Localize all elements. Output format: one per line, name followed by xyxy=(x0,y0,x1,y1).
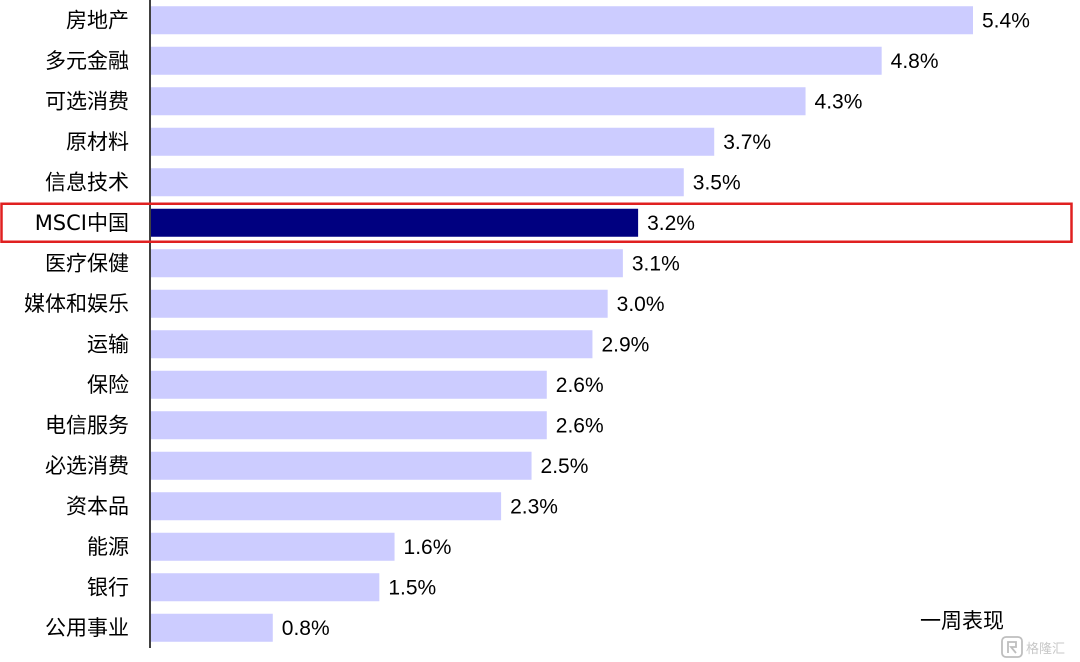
value-label: 2.3% xyxy=(510,495,558,518)
bars-layer xyxy=(151,6,973,642)
value-label: 1.5% xyxy=(388,576,436,599)
category-label: 公用事业 xyxy=(45,616,129,640)
category-label: 多元金融 xyxy=(45,49,129,73)
category-label: 资本品 xyxy=(66,494,129,518)
watermark: 格隆汇 xyxy=(1001,636,1065,658)
bar xyxy=(151,289,608,318)
value-label: 2.9% xyxy=(601,333,649,356)
category-label: 保险 xyxy=(87,373,129,397)
watermark-text: 格隆汇 xyxy=(1026,641,1065,657)
category-label: 原材料 xyxy=(66,130,129,154)
bar xyxy=(151,330,593,359)
bar xyxy=(151,370,547,399)
bar xyxy=(151,573,380,602)
bar xyxy=(151,249,623,278)
bar xyxy=(151,411,547,440)
category-label: 运输 xyxy=(87,332,129,356)
category-label: 能源 xyxy=(87,535,129,559)
value-label: 3.0% xyxy=(617,293,665,316)
value-label: 3.2% xyxy=(647,212,695,235)
value-label: 2.6% xyxy=(556,414,604,437)
bar xyxy=(151,492,502,521)
category-label: 信息技术 xyxy=(45,170,129,194)
category-label: 必选消费 xyxy=(45,454,129,478)
value-label: 3.7% xyxy=(723,131,771,154)
value-label: 1.6% xyxy=(404,536,452,559)
value-labels: 5.4% 4.8% 4.3% 3.7% 3.5% 3.2% 3.1% 3.0% 2.9% 2.6%… xyxy=(282,9,1030,640)
category-label: MSCI中国 xyxy=(35,211,129,235)
highlight-box xyxy=(0,202,1073,243)
category-label: 房地产 xyxy=(66,8,129,32)
bar xyxy=(151,532,395,561)
legend-label: 一周表现 xyxy=(920,609,1004,633)
category-label: 电信服务 xyxy=(45,413,129,437)
value-label: 4.8% xyxy=(891,50,939,73)
bar xyxy=(151,6,973,35)
bar-highlight xyxy=(151,208,639,237)
category-label: 银行 xyxy=(87,575,129,599)
value-label: 3.5% xyxy=(693,171,741,194)
bar xyxy=(151,451,532,480)
category-label: 可选消费 xyxy=(45,89,129,113)
value-label: 4.3% xyxy=(815,90,863,113)
value-label: 2.5% xyxy=(541,455,589,478)
bar xyxy=(151,127,715,156)
value-label: 3.1% xyxy=(632,252,680,275)
bar xyxy=(151,46,882,75)
bar xyxy=(151,168,684,197)
category-label: 医疗保健 xyxy=(45,251,129,275)
value-label: 2.6% xyxy=(556,374,604,397)
bar xyxy=(151,87,806,116)
category-label: 媒体和娱乐 xyxy=(24,292,129,316)
value-label: 0.8% xyxy=(282,617,330,640)
value-label: 5.4% xyxy=(982,9,1030,32)
bar xyxy=(151,613,273,642)
gelonghui-logo-icon xyxy=(1001,636,1023,658)
